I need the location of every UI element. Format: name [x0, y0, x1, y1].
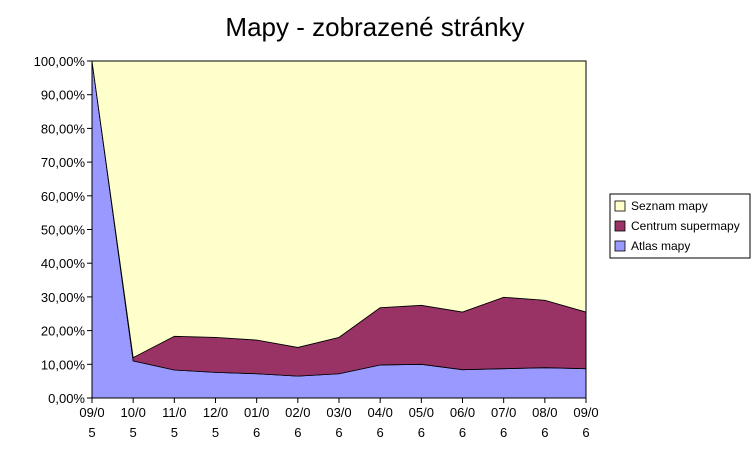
legend-box	[609, 193, 751, 259]
x-tick-label: 05/0 6	[409, 405, 434, 440]
x-tick-label: 06/0 6	[450, 405, 475, 440]
y-tick-label: 50,00%	[41, 223, 86, 238]
legend-label: Atlas mapy	[631, 239, 690, 253]
y-tick-label: 60,00%	[41, 189, 86, 204]
y-tick-label: 90,00%	[41, 88, 86, 103]
x-tick-label: 07/0 6	[491, 405, 516, 440]
x-tick-label: 08/0 6	[532, 405, 557, 440]
x-tick-label: 09/0 5	[79, 405, 104, 440]
x-tick-label: 02/0 6	[285, 405, 310, 440]
x-tick-label: 12/0 5	[203, 405, 228, 440]
y-tick-label: 100,00%	[34, 54, 86, 69]
y-tick-label: 70,00%	[41, 155, 86, 170]
legend: Seznam mapy Centrum supermapy Atlas mapy	[609, 193, 751, 259]
y-tick-label: 10,00%	[41, 357, 86, 372]
x-tick-label: 09/0 6	[573, 405, 598, 440]
y-tick-label: 30,00%	[41, 290, 86, 305]
legend-swatch	[614, 240, 626, 252]
x-tick-label: 11/0 5	[162, 405, 186, 440]
legend-label: Seznam mapy	[631, 199, 708, 213]
y-tick-label: 0,00%	[48, 391, 85, 406]
x-tick-label: 01/0 6	[244, 405, 269, 440]
x-tick-label: 04/0 6	[368, 405, 393, 440]
x-tick-label: 10/0 5	[121, 405, 146, 440]
y-tick-label: 80,00%	[41, 121, 86, 136]
legend-swatch	[614, 200, 626, 212]
x-tick-label: 03/0 6	[326, 405, 351, 440]
y-tick-label: 40,00%	[41, 256, 86, 271]
x-axis: 09/0 5 10/0 5 11/0 5 12/0 5 01/0 6 02/0 6 03/0 6 04/0 6…	[79, 398, 599, 440]
legend-label: Centrum supermapy	[631, 219, 740, 233]
legend-swatch	[614, 220, 626, 232]
y-tick-label: 20,00%	[41, 324, 86, 339]
y-axis: 0,00% 10,00% 20,00% 30,00% 40,00% 50,00% 60,00…	[34, 54, 92, 406]
chart-title: Mapy - zobrazené stránky	[225, 12, 524, 42]
plot-area	[91, 60, 587, 399]
